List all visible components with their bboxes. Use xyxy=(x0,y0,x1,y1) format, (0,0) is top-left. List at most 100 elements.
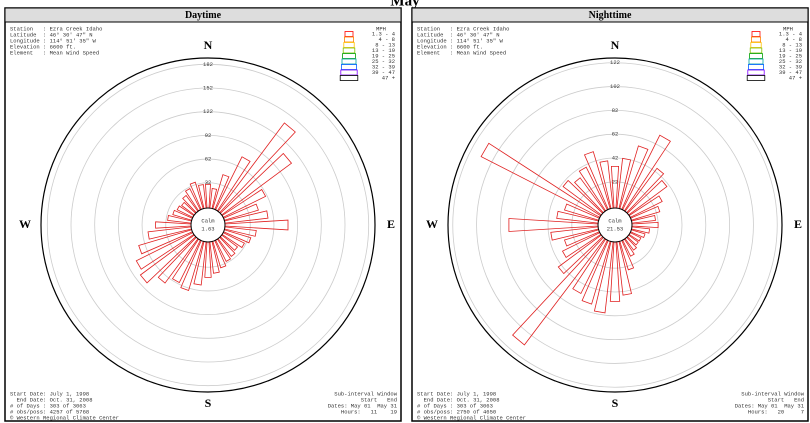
legend-label: 19 - 25 xyxy=(372,52,395,59)
compass-label: N xyxy=(611,38,620,52)
grid-ring xyxy=(476,86,754,364)
compass-label: W xyxy=(19,217,31,231)
footer-left: © Western Regional Climate Center xyxy=(10,414,119,421)
footer-left: Start Date: July 1, 1998 xyxy=(417,390,496,397)
footer-right: Dates: May 01 May 31 xyxy=(735,402,805,409)
ring-label: 62 xyxy=(612,131,619,138)
calm-circle xyxy=(190,207,226,243)
legend-title: MPH xyxy=(376,25,386,32)
calm-label: Calm xyxy=(608,217,622,224)
compass-label: S xyxy=(205,396,212,410)
legend-label: 39 - 47 xyxy=(372,69,395,76)
legend-swatch xyxy=(746,75,766,81)
calm-circle xyxy=(597,207,633,243)
station-info: Elevation : 6600 ft. xyxy=(10,43,76,50)
grid-ring xyxy=(547,157,683,293)
footer-left: # obs/poss: 2750 of 4650 xyxy=(417,408,496,415)
station-info: Latitude : 46° 30' 47" N xyxy=(417,31,500,38)
ring-label: 152 xyxy=(203,84,213,91)
legend-swatch xyxy=(339,75,359,81)
station-info: Elevation : 6600 ft. xyxy=(417,43,483,50)
panel-title: Daytime xyxy=(185,10,222,21)
legend-label: 4 - 8 xyxy=(378,36,395,43)
ring-label: 32 xyxy=(205,179,212,186)
legend-swatch xyxy=(342,53,356,59)
legend-label: 32 - 39 xyxy=(372,63,395,70)
legend-swatch xyxy=(748,64,765,70)
calm-label: Calm xyxy=(201,217,215,224)
footer-left: End Date: Oct. 31, 2008 xyxy=(417,396,500,403)
legend-swatch xyxy=(340,69,358,76)
grid-ring xyxy=(141,158,275,292)
legend-swatch xyxy=(749,47,763,54)
legend-swatch xyxy=(344,31,354,37)
footer-left: # of Days : 303 of 3063 xyxy=(10,402,86,409)
compass-label: E xyxy=(794,217,802,231)
legend-label: 39 - 47 xyxy=(779,69,802,76)
panel-title: Nighttime xyxy=(589,10,632,21)
legend-label: 8 - 13 xyxy=(375,41,395,48)
grid-ring xyxy=(523,133,707,317)
legend-swatch xyxy=(343,36,354,43)
legend-swatch xyxy=(750,42,762,48)
station-info: Element : Mean Wind Speed xyxy=(417,49,506,56)
outer-circle xyxy=(40,57,376,393)
legend-swatch xyxy=(343,42,355,48)
legend-title: MPH xyxy=(783,25,793,32)
ring-label: 62 xyxy=(205,156,212,163)
station-info: Longitude : 114° 51' 35" W xyxy=(10,37,97,44)
footer-left: End Date: Oct. 31, 2008 xyxy=(10,396,93,403)
grid-ring xyxy=(165,182,251,268)
legend-swatch xyxy=(747,69,765,76)
compass-label: E xyxy=(387,217,395,231)
station-info: Latitude : 46° 30' 47" N xyxy=(10,31,93,38)
legend-label: 13 - 19 xyxy=(779,47,802,54)
station-info: Station : Ezra Creek Idaho xyxy=(10,25,102,32)
grid-ring xyxy=(117,134,299,316)
legend-label: 19 - 25 xyxy=(779,52,802,59)
grid-ring xyxy=(499,109,731,341)
grid-ring xyxy=(452,62,778,388)
grid-ring xyxy=(94,111,322,339)
footer-right: Hours: 11 19 xyxy=(341,408,397,415)
legend-label: 47 + xyxy=(789,74,802,81)
legend-label: 47 + xyxy=(382,74,395,81)
legend-label: 1.3 - 4 xyxy=(779,30,803,37)
legend-swatch xyxy=(751,31,761,37)
footer-left: # of Days : 303 of 3063 xyxy=(417,402,493,409)
compass-label: W xyxy=(426,217,438,231)
compass-label: N xyxy=(204,38,213,52)
page-title: May xyxy=(390,0,420,9)
ring-label: 42 xyxy=(612,154,619,161)
station-info: Element : Mean Wind Speed xyxy=(10,49,99,56)
legend-label: 8 - 13 xyxy=(782,41,802,48)
ring-label: 122 xyxy=(610,59,620,66)
compass-label: S xyxy=(612,396,619,410)
legend-swatch xyxy=(748,58,764,65)
calm-value: 21.53 xyxy=(607,225,624,232)
footer-right: Start End xyxy=(361,396,397,403)
legend-swatch xyxy=(749,53,763,59)
station-info: Station : Ezra Creek Idaho xyxy=(417,25,509,32)
legend-swatch xyxy=(751,36,762,43)
station-info: Longitude : 114° 51' 35" W xyxy=(417,37,504,44)
ring-label: 22 xyxy=(612,178,619,185)
footer-right: Start End xyxy=(768,396,804,403)
grid-ring xyxy=(46,63,370,387)
legend-swatch xyxy=(342,47,356,54)
outer-circle xyxy=(447,57,783,393)
ring-label: 122 xyxy=(203,108,213,115)
ring-label: 82 xyxy=(612,107,619,114)
ring-label: 102 xyxy=(610,83,620,90)
ring-label: 92 xyxy=(205,132,212,139)
legend-label: 4 - 8 xyxy=(785,36,802,43)
legend-swatch xyxy=(341,58,357,65)
footer-left: # obs/poss: 4257 of 5768 xyxy=(10,408,89,415)
legend-label: 25 - 32 xyxy=(372,58,395,65)
panel-header xyxy=(4,7,402,23)
legend-label: 25 - 32 xyxy=(779,58,802,65)
footer-right: Dates: May 01 May 31 xyxy=(328,402,398,409)
footer-left: © Western Regional Climate Center xyxy=(417,414,526,421)
